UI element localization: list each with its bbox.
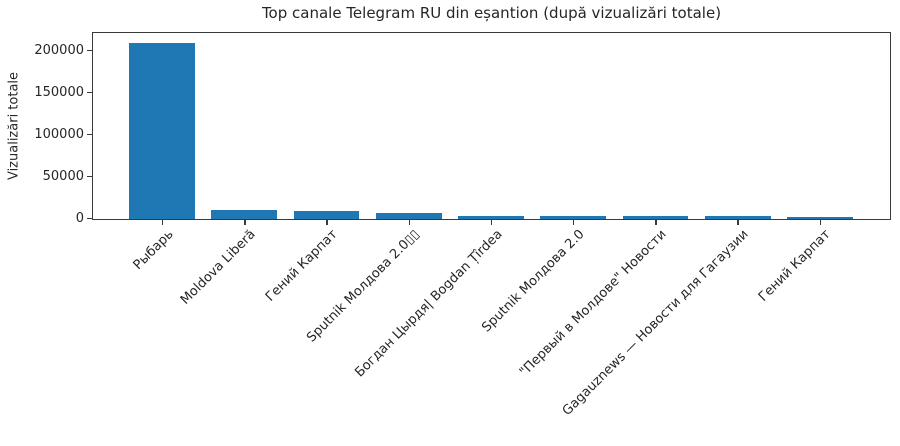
bar xyxy=(129,42,195,219)
bar xyxy=(375,212,442,219)
x-tick-mark xyxy=(244,220,246,225)
bar xyxy=(787,216,853,219)
bar xyxy=(293,211,360,219)
x-tick-mark xyxy=(408,220,411,225)
y-tick-mark xyxy=(87,49,92,52)
x-tick-mark xyxy=(737,220,739,225)
x-tick-mark xyxy=(326,220,328,225)
chart-title: Top canale Telegram RU din eșantion (dup… xyxy=(261,4,722,22)
bar xyxy=(458,215,524,219)
y-tick-mark xyxy=(87,91,92,94)
bar xyxy=(704,216,771,219)
y-tick-label: 100000 xyxy=(34,126,84,142)
y-tick-mark xyxy=(87,175,92,178)
x-tick-mark xyxy=(572,220,575,225)
y-tick-mark xyxy=(87,133,92,136)
x-tick-mark xyxy=(490,220,493,225)
plot-area xyxy=(92,32,891,220)
y-tick-label: 0 xyxy=(75,210,84,226)
bar xyxy=(211,210,278,219)
bar xyxy=(622,216,689,219)
x-tick-mark xyxy=(655,220,657,225)
x-tick-mark xyxy=(819,220,822,225)
bar xyxy=(540,215,607,219)
x-tick-mark xyxy=(161,220,164,225)
y-tick-mark xyxy=(87,217,92,220)
y-tick-label: 200000 xyxy=(34,42,84,58)
y-tick-label: 50000 xyxy=(42,168,84,184)
y-tick-label: 150000 xyxy=(34,84,84,100)
